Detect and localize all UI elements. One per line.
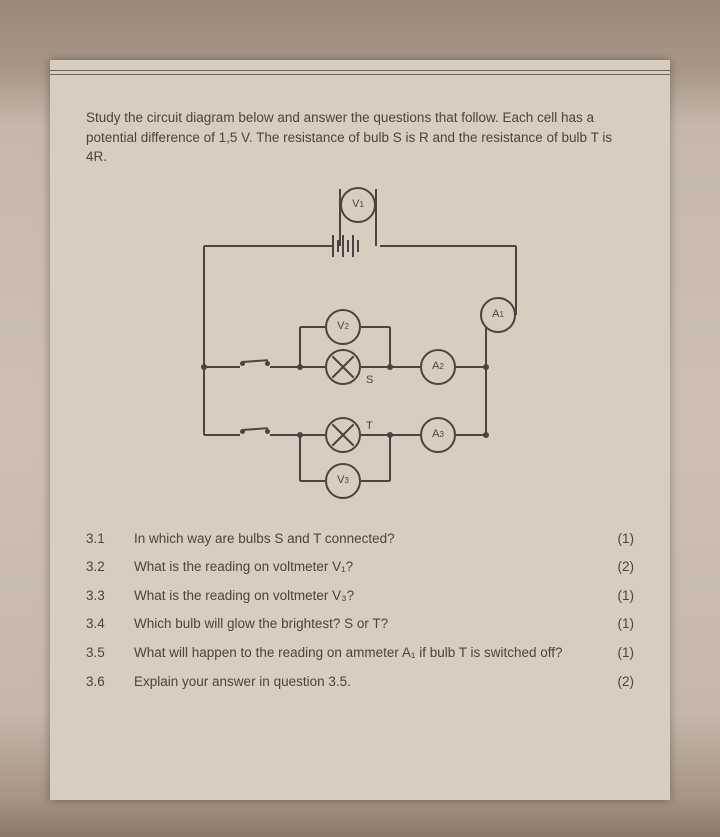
question-number: 3.5: [86, 643, 116, 663]
meter-v1: V1: [340, 187, 376, 223]
question-row: 3.1 In which way are bulbs S and T connec…: [86, 529, 634, 549]
worksheet-paper: Study the circuit diagram below and answ…: [50, 60, 670, 800]
question-number: 3.4: [86, 614, 116, 634]
question-marks: (1): [604, 614, 634, 634]
question-row: 3.3 What is the reading on voltmeter V₃? (…: [86, 586, 634, 606]
questions-block: 3.1 In which way are bulbs S and T connec…: [86, 529, 634, 691]
circuit-diagram: V1 A1 V2 A2 A3 V3 S T: [180, 181, 540, 511]
question-text: Which bulb will glow the brightest? S or…: [134, 614, 586, 634]
battery-icon: [332, 235, 359, 257]
meter-v2: V2: [325, 309, 361, 345]
bulb-s: [325, 349, 361, 385]
question-row: 3.6 Explain your answer in question 3.5. (…: [86, 672, 634, 692]
question-number: 3.1: [86, 529, 116, 549]
question-text: In which way are bulbs S and T connected…: [134, 529, 586, 549]
rule-line: [50, 70, 670, 71]
bulb-t: [325, 417, 361, 453]
component-label: S: [366, 373, 373, 389]
question-marks: (2): [604, 557, 634, 577]
question-number: 3.2: [86, 557, 116, 577]
switch-icon: [240, 358, 270, 368]
meter-v3: V3: [325, 463, 361, 499]
question-text: Explain your answer in question 3.5.: [134, 672, 586, 692]
component-label: T: [366, 419, 373, 435]
question-text: What is the reading on voltmeter V₃?: [134, 586, 586, 606]
question-number: 3.6: [86, 672, 116, 692]
switch-icon: [240, 426, 270, 436]
meter-a2: A2: [420, 349, 456, 385]
question-text: What is the reading on voltmeter V₁?: [134, 557, 586, 577]
question-marks: (1): [604, 529, 634, 549]
question-marks: (1): [604, 643, 634, 663]
meter-a1: A1: [480, 297, 516, 333]
question-row: 3.2 What is the reading on voltmeter V₁? (…: [86, 557, 634, 577]
intro-text: Study the circuit diagram below and answ…: [86, 108, 634, 167]
question-marks: (1): [604, 586, 634, 606]
circuit-wires: [180, 181, 540, 511]
question-number: 3.3: [86, 586, 116, 606]
question-row: 3.5 What will happen to the reading on am…: [86, 643, 634, 663]
question-row: 3.4 Which bulb will glow the brightest? S…: [86, 614, 634, 634]
rule-line: [50, 74, 670, 75]
meter-a3: A3: [420, 417, 456, 453]
question-text: What will happen to the reading on ammet…: [134, 643, 586, 663]
question-marks: (2): [604, 672, 634, 692]
